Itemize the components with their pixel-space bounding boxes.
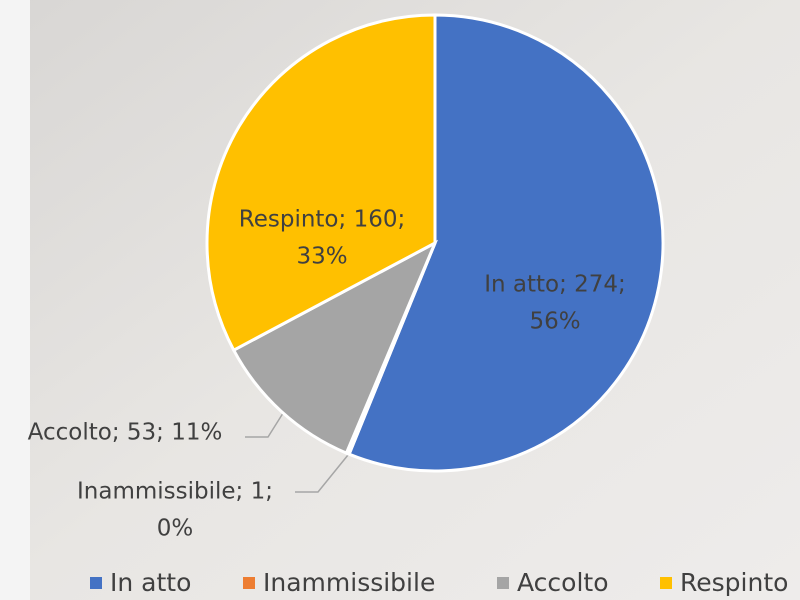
legend-marker	[90, 577, 102, 589]
leader-line	[245, 409, 286, 438]
legend-label: Accolto	[517, 568, 609, 597]
pie-slice	[205, 13, 437, 353]
data-label: In atto; 274;	[484, 272, 626, 298]
leader-line	[295, 454, 349, 493]
data-label: Inammissibile; 1;	[77, 479, 273, 505]
data-label: Accolto; 53; 11%	[28, 420, 223, 446]
legend-label: Inammissibile	[263, 568, 435, 597]
legend-marker	[243, 577, 255, 589]
data-label: 56%	[529, 309, 580, 335]
legend-marker	[660, 577, 672, 589]
legend-label: In atto	[110, 568, 191, 597]
legend-label: Respinto	[680, 568, 788, 597]
data-label: Respinto; 160;	[239, 207, 405, 233]
legend-marker	[497, 577, 509, 589]
pie-slice	[231, 239, 439, 456]
left-margin	[0, 0, 30, 600]
pie-slice	[347, 13, 665, 473]
data-label: 0%	[157, 516, 194, 542]
data-label: 33%	[296, 244, 347, 270]
